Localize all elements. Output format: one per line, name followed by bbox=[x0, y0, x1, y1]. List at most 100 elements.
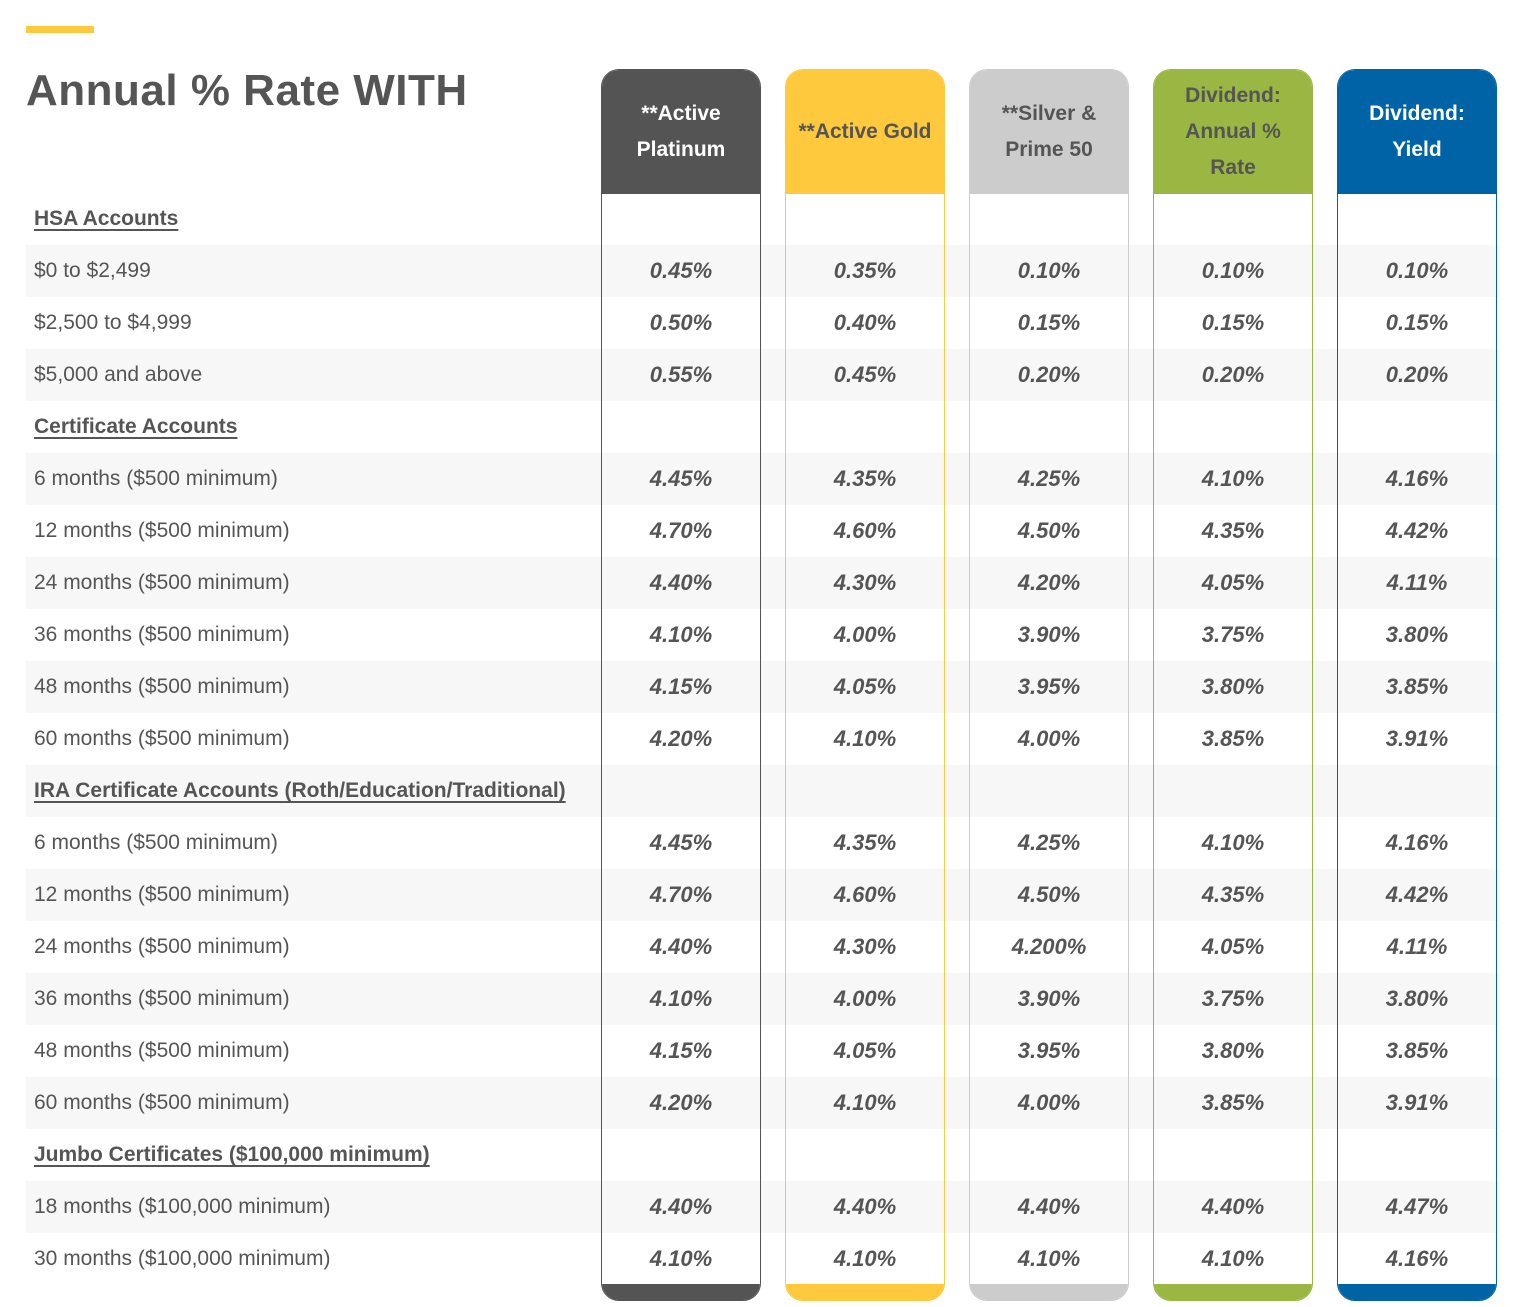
rate-cell: 0.20% bbox=[1385, 362, 1449, 387]
rate-cell: 4.00% bbox=[1017, 726, 1081, 751]
column-header: Dividend: Annual % Rate bbox=[1154, 70, 1312, 194]
rate-cell: 4.35% bbox=[833, 466, 897, 491]
table-row: $0 to $2,499 bbox=[26, 245, 1500, 297]
rate-cell: 4.10% bbox=[833, 1246, 897, 1271]
column-footer bbox=[1338, 1284, 1496, 1300]
rate-cell: 0.40% bbox=[833, 310, 897, 335]
rate-cell: 3.95% bbox=[1017, 674, 1081, 699]
section-row: Certificate Accounts bbox=[26, 401, 1500, 453]
rate-cell: 4.10% bbox=[649, 622, 713, 647]
table-row: 60 months ($500 minimum) bbox=[26, 1077, 1500, 1129]
row-label: 48 months ($500 minimum) bbox=[34, 675, 290, 698]
rate-cell: 4.10% bbox=[1201, 466, 1265, 491]
rate-cell: 0.45% bbox=[833, 362, 897, 387]
rate-cell: 4.45% bbox=[649, 830, 713, 855]
rate-cell: 4.00% bbox=[833, 986, 897, 1011]
section-row: HSA Accounts bbox=[26, 193, 1500, 245]
rate-cell: 0.10% bbox=[1017, 258, 1081, 283]
rate-cell: 4.60% bbox=[833, 518, 897, 543]
rate-cell: 0.45% bbox=[649, 258, 713, 283]
rate-cell: 4.11% bbox=[1386, 934, 1448, 959]
rate-cell: 4.20% bbox=[1017, 570, 1081, 595]
tier-column: **Silver & Prime 50 bbox=[969, 69, 1129, 1301]
row-label: 60 months ($500 minimum) bbox=[34, 727, 290, 750]
column-footer bbox=[1154, 1284, 1312, 1300]
table-row: 60 months ($500 minimum) bbox=[26, 713, 1500, 765]
tier-column: Dividend: Annual % Rate bbox=[1153, 69, 1313, 1301]
rate-cell: 4.20% bbox=[649, 1090, 713, 1115]
rate-cell: 4.25% bbox=[1017, 830, 1081, 855]
rate-cell: 4.00% bbox=[833, 622, 897, 647]
table-row: $5,000 and above bbox=[26, 349, 1500, 401]
rate-cell: 4.16% bbox=[1385, 830, 1449, 855]
accent-bar bbox=[26, 26, 94, 33]
table-row: 36 months ($500 minimum) bbox=[26, 973, 1500, 1025]
tier-column: **Active Gold bbox=[785, 69, 945, 1301]
rate-cell: 0.20% bbox=[1201, 362, 1265, 387]
rate-cell: 4.40% bbox=[833, 1194, 897, 1219]
table-row: 12 months ($500 minimum) bbox=[26, 505, 1500, 557]
section-row: IRA Certificate Accounts (Roth/Education… bbox=[26, 765, 1500, 817]
rate-cell: 4.00% bbox=[1017, 1090, 1081, 1115]
rate-cell: 3.80% bbox=[1201, 674, 1265, 699]
rate-cell: 3.85% bbox=[1201, 1090, 1265, 1115]
rate-cell: 4.200% bbox=[1011, 934, 1087, 959]
section-heading: HSA Accounts bbox=[34, 207, 179, 230]
rate-cell: 0.15% bbox=[1385, 310, 1449, 335]
rate-cell: 4.40% bbox=[649, 1194, 713, 1219]
rate-cell: 4.60% bbox=[833, 882, 897, 907]
rate-cell: 3.85% bbox=[1385, 674, 1449, 699]
rate-cell: 4.40% bbox=[1201, 1194, 1265, 1219]
rate-cell: 4.11% bbox=[1386, 570, 1448, 595]
row-label: 6 months ($500 minimum) bbox=[34, 467, 278, 490]
row-label: 24 months ($500 minimum) bbox=[34, 935, 290, 958]
rate-cell: 0.10% bbox=[1201, 258, 1265, 283]
rate-cell: 3.80% bbox=[1385, 986, 1449, 1011]
rate-cell: 4.70% bbox=[649, 518, 713, 543]
rate-cell: 4.10% bbox=[1017, 1246, 1081, 1271]
row-label: 60 months ($500 minimum) bbox=[34, 1091, 290, 1114]
table-row: 48 months ($500 minimum) bbox=[26, 661, 1500, 713]
rate-cell: 3.91% bbox=[1385, 726, 1449, 751]
row-label: 30 months ($100,000 minimum) bbox=[34, 1247, 331, 1270]
table-row: 36 months ($500 minimum) bbox=[26, 609, 1500, 661]
row-label: 6 months ($500 minimum) bbox=[34, 831, 278, 854]
rate-cell: 4.30% bbox=[833, 934, 897, 959]
rate-cell: 0.20% bbox=[1017, 362, 1081, 387]
rate-cell: 4.10% bbox=[833, 726, 897, 751]
rate-cell: 4.16% bbox=[1385, 466, 1449, 491]
rate-cell: 4.50% bbox=[1017, 518, 1081, 543]
rate-cell: 4.05% bbox=[1201, 934, 1265, 959]
rate-cell: 4.47% bbox=[1385, 1194, 1449, 1219]
row-label: 48 months ($500 minimum) bbox=[34, 1039, 290, 1062]
row-label: 12 months ($500 minimum) bbox=[34, 883, 290, 906]
tier-column: Dividend: Yield bbox=[1337, 69, 1497, 1301]
rate-cell: 0.10% bbox=[1385, 258, 1449, 283]
rate-cell: 4.10% bbox=[1201, 830, 1265, 855]
table-row: $2,500 to $4,999 bbox=[26, 297, 1500, 349]
row-label: $0 to $2,499 bbox=[34, 259, 151, 282]
rate-cell: 4.70% bbox=[649, 882, 713, 907]
table-row: 12 months ($500 minimum) bbox=[26, 869, 1500, 921]
column-header: Dividend: Yield bbox=[1338, 70, 1496, 194]
section-heading: IRA Certificate Accounts (Roth/Education… bbox=[34, 779, 566, 802]
rate-cell: 4.15% bbox=[649, 674, 713, 699]
row-label: $2,500 to $4,999 bbox=[34, 311, 192, 334]
rate-cell: 4.35% bbox=[1201, 882, 1265, 907]
rate-cell: 4.15% bbox=[649, 1038, 713, 1063]
rate-cell: 3.85% bbox=[1201, 726, 1265, 751]
rate-cell: 4.40% bbox=[1017, 1194, 1081, 1219]
rate-cell: 4.10% bbox=[649, 986, 713, 1011]
table-row: 6 months ($500 minimum) bbox=[26, 453, 1500, 505]
column-footer bbox=[786, 1284, 944, 1300]
rate-cell: 0.35% bbox=[833, 258, 897, 283]
section-heading: Certificate Accounts bbox=[34, 415, 238, 438]
rate-cell: 4.20% bbox=[649, 726, 713, 751]
rate-cell: 4.30% bbox=[833, 570, 897, 595]
column-footer bbox=[602, 1284, 760, 1300]
column-header: **Active Platinum bbox=[602, 70, 760, 194]
rate-cell: 3.90% bbox=[1017, 622, 1081, 647]
rate-cell: 4.05% bbox=[833, 1038, 897, 1063]
column-header: **Silver & Prime 50 bbox=[970, 70, 1128, 194]
rate-cell: 0.15% bbox=[1201, 310, 1265, 335]
